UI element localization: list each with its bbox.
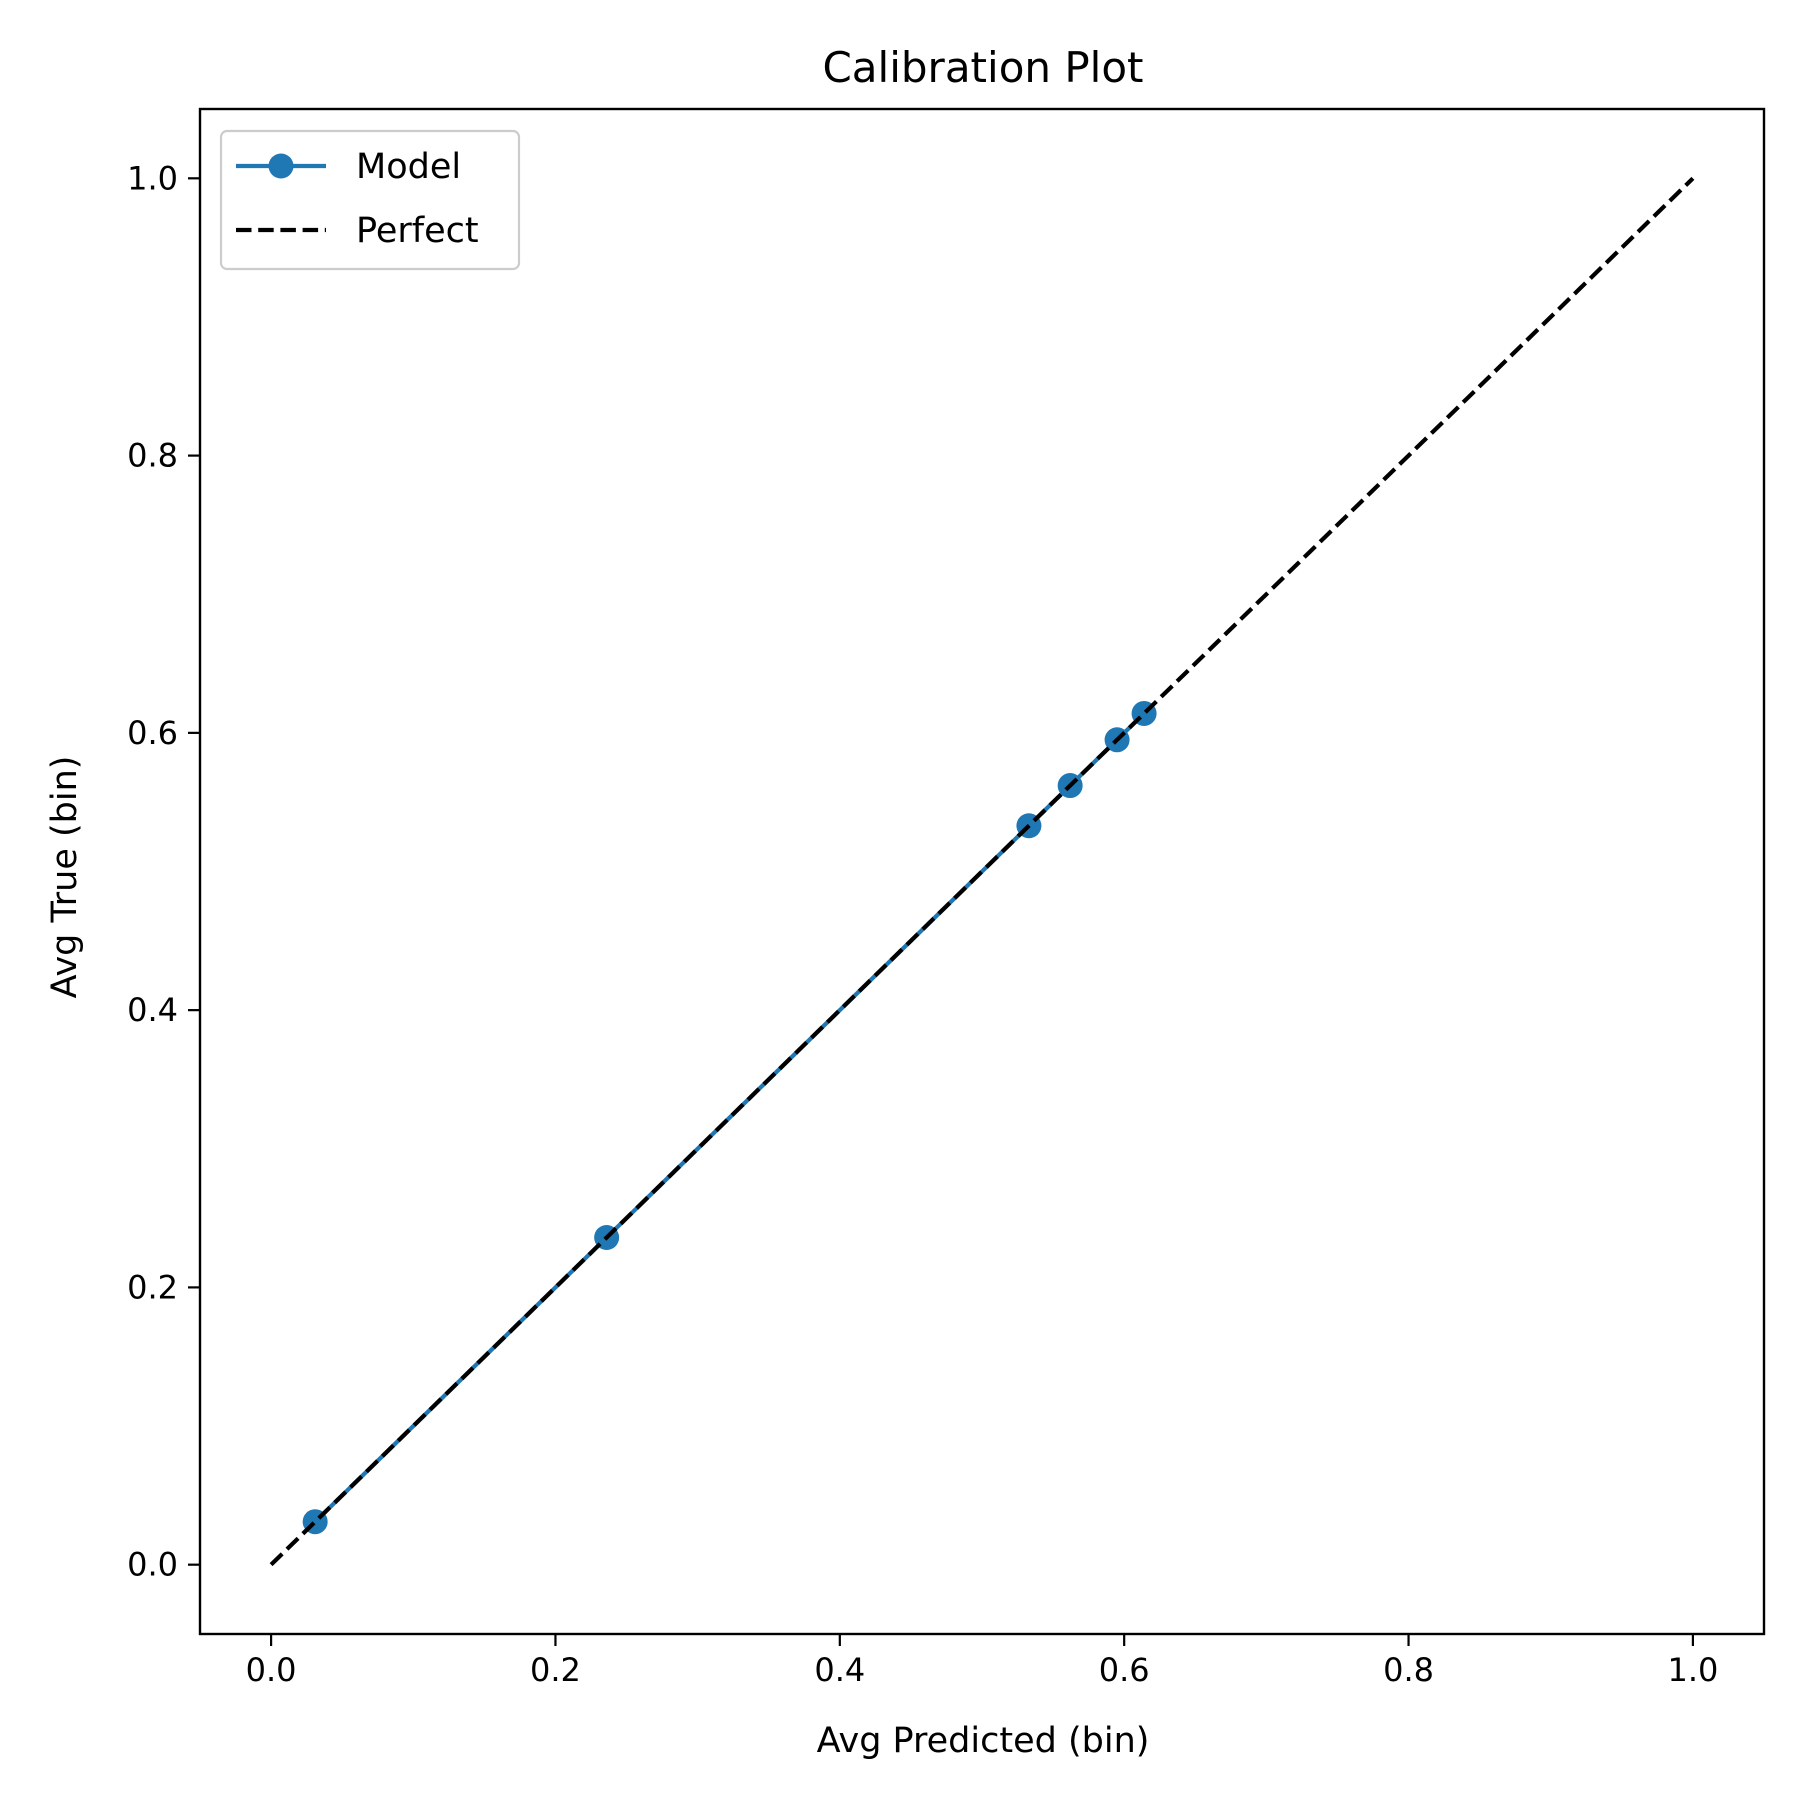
- plot-area: [269, 176, 1695, 1567]
- x-tick-label: 1.0: [1667, 1651, 1718, 1689]
- x-axis-ticks: 0.0 0.2 0.4 0.6 0.8 1.0: [246, 1634, 1718, 1689]
- y-tick-label: 0.4: [127, 991, 178, 1029]
- legend-model-marker: [268, 153, 294, 179]
- y-axis-label: Avg True (bin): [45, 756, 85, 999]
- legend-perfect-label: Perfect: [356, 211, 479, 251]
- y-tick-label: 0.0: [127, 1546, 178, 1584]
- x-tick-label: 0.0: [246, 1651, 297, 1689]
- legend-model-label: Model: [356, 147, 461, 187]
- y-tick-label: 0.6: [127, 714, 178, 752]
- x-axis-label: Avg Predicted (bin): [817, 1721, 1150, 1761]
- y-tick-label: 0.8: [127, 437, 178, 475]
- y-tick-label: 1.0: [127, 159, 178, 197]
- series-perfect-line: [269, 176, 1695, 1567]
- chart-title: Calibration Plot: [822, 43, 1143, 92]
- x-tick-label: 0.8: [1383, 1651, 1434, 1689]
- y-tick-label: 0.2: [127, 1268, 178, 1306]
- x-tick-label: 0.4: [814, 1651, 865, 1689]
- legend: Model Perfect: [219, 129, 521, 271]
- x-tick-label: 0.2: [530, 1651, 581, 1689]
- axes-frame: [198, 107, 1766, 1636]
- y-axis-ticks: 0.0 0.2 0.4 0.6 0.8 1.0: [127, 159, 200, 1584]
- x-tick-label: 0.6: [1099, 1651, 1150, 1689]
